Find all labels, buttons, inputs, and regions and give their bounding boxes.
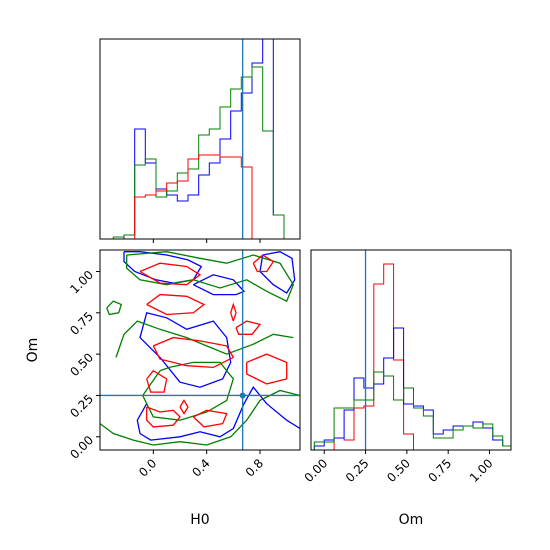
h0-hist-red [113, 154, 295, 239]
contour-line [179, 399, 189, 415]
om-hist-red [314, 263, 511, 450]
om-marginal-xtick: 0.50 [384, 450, 413, 485]
h0-om-joint-panel: 0.0 0.4 0.8 0.00 0.25 0.50 0.75 1.00 H0 Om [25, 249, 301, 528]
joint-ytick-label: 0.00 [67, 433, 96, 462]
om-marginal-xtick: 1.00 [467, 450, 496, 485]
joint-ytick: 0.50 [67, 350, 100, 379]
contour-line [115, 320, 294, 358]
om-marginal-xtick-label: 1.00 [467, 456, 496, 485]
contour-line [141, 361, 235, 421]
contour-line [246, 353, 288, 385]
om-marginal-frame [310, 249, 512, 451]
contour-line [259, 251, 296, 294]
om-hist-blue [313, 327, 511, 450]
joint-ytick: 0.00 [67, 433, 100, 462]
contour-line [230, 302, 237, 322]
joint-frame [99, 249, 301, 451]
om-hist-green [313, 371, 511, 450]
om-marginal-xtick: 0.75 [426, 450, 455, 485]
om-marginal-xtick-label: 0.75 [426, 456, 455, 485]
h0-hist-green [112, 66, 295, 239]
contour-line [146, 369, 168, 393]
contour-line [106, 300, 123, 316]
om-axis-label-left: Om [25, 338, 41, 363]
om-marginal-panel: 0.00 0.25 0.50 0.75 1.00 Om [302, 249, 512, 528]
joint-truth-point [239, 392, 246, 399]
om-marginal-xtick: 0.25 [343, 450, 372, 485]
contour-line [126, 251, 295, 303]
joint-ytick: 0.25 [67, 392, 100, 421]
contour-line [235, 320, 262, 335]
om-marginal-xtick: 0.00 [302, 450, 331, 485]
joint-xtick: 0.8 [243, 450, 266, 480]
h0-hist-blue [113, 39, 295, 239]
joint-ytick: 1.00 [67, 268, 100, 297]
om-axis-label-bottom: Om [399, 512, 424, 528]
h0-marginal-frame [99, 38, 301, 240]
om-marginal-xtick-label: 0.00 [302, 456, 331, 485]
contour-line [152, 336, 235, 369]
h0-marginal-panel [99, 38, 301, 243]
contour-line [146, 293, 206, 316]
joint-xtick: 0.0 [136, 450, 159, 480]
joint-ytick-label: 1.00 [67, 268, 96, 297]
contour-line [139, 262, 202, 286]
om-marginal-xtick-label: 0.25 [343, 456, 372, 485]
contour-line [136, 386, 300, 441]
om-marginal-xtick-label: 0.50 [384, 456, 413, 485]
contour-line [100, 389, 300, 446]
contour-line [146, 406, 181, 428]
joint-ytick-label: 0.25 [67, 392, 96, 421]
contour-line [192, 409, 228, 428]
joint-xtick-label: 0.4 [189, 456, 212, 479]
joint-xtick-label: 0.8 [243, 456, 266, 479]
joint-xtick-label: 0.0 [136, 456, 159, 479]
contour-line [193, 274, 246, 296]
joint-xtick: 0.4 [189, 450, 213, 480]
joint-ytick-label: 0.75 [67, 309, 96, 338]
joint-ytick: 0.75 [67, 309, 100, 338]
h0-axis-label: H0 [190, 512, 209, 528]
contour-line [139, 312, 232, 388]
contour-line [252, 254, 275, 273]
joint-ytick-label: 0.50 [67, 350, 96, 379]
